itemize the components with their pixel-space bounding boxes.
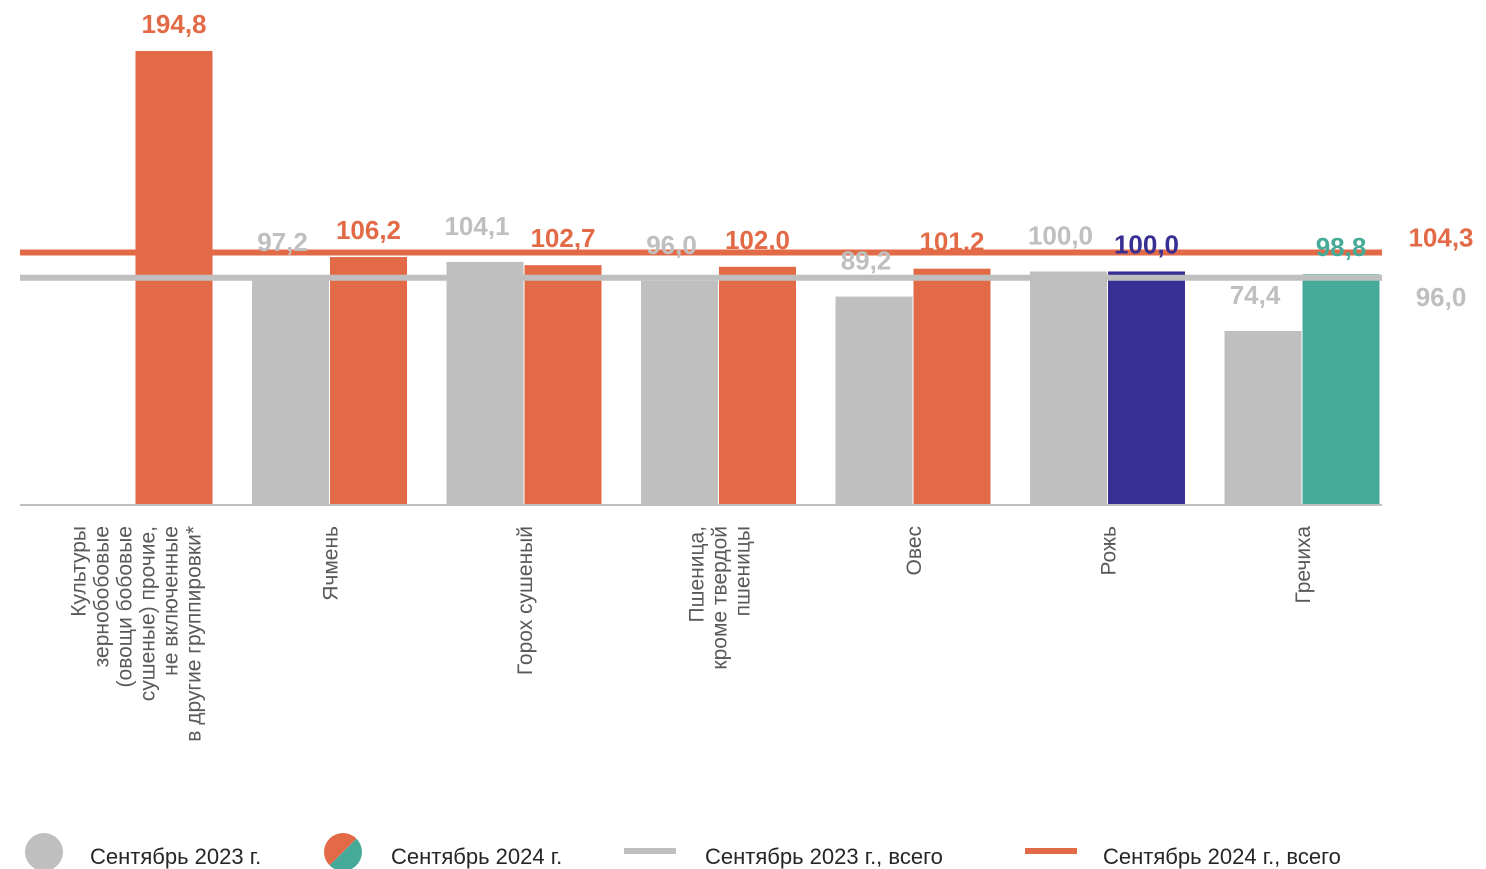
- data-label-2023-6: 74,4: [1230, 280, 1281, 310]
- data-label-2023-3: 96,0: [646, 230, 697, 260]
- legend-label-3: Сентябрь 2024 г., всего: [1103, 844, 1341, 869]
- legend-marker-half: [329, 838, 362, 869]
- legend-marker-0: [25, 833, 63, 869]
- data-label-2024-2: 102,7: [530, 223, 595, 253]
- bar-2024-4: [913, 268, 991, 504]
- data-label-2023-2: 104,1: [444, 211, 509, 241]
- bar-2023-3: [641, 280, 718, 504]
- category-label-line: (овощи бобовые: [114, 526, 137, 687]
- data-label-2024-5: 100,0: [1114, 229, 1179, 259]
- category-label-line: Гречиха: [1292, 526, 1315, 604]
- bar-2024-1: [330, 257, 407, 504]
- data-label-2023-4: 89,2: [841, 246, 892, 276]
- data-label-2024-0: 194,8: [141, 9, 206, 39]
- category-label-line: кроме твердой: [709, 526, 732, 670]
- reference-lines-layer: [20, 249, 1382, 281]
- bar-2023-4: [835, 296, 913, 504]
- category-label-4: Овес: [903, 526, 926, 575]
- data-label-2024-4: 101,2: [919, 227, 984, 257]
- bar-2024-3: [719, 266, 796, 504]
- category-label-line: Ячмень: [320, 526, 343, 601]
- data-label-2024-6: 98,8: [1316, 232, 1367, 262]
- category-label-line: Пшеница,: [686, 526, 709, 623]
- bar-2023-5: [1030, 271, 1107, 504]
- legend-marker-half: [323, 832, 357, 866]
- bar-2024-2: [524, 265, 602, 504]
- legend-label-1: Сентябрь 2024 г.: [391, 844, 562, 869]
- category-label-line: Рожь: [1098, 526, 1121, 576]
- category-label-line: не включенные: [160, 526, 183, 676]
- legend-label-0: Сентябрь 2023 г.: [90, 844, 261, 869]
- bar-2024-6: [1302, 274, 1380, 504]
- category-label-line: Горох сушеный: [514, 526, 537, 675]
- bars-layer: [135, 51, 1380, 504]
- category-label-5: Рожь: [1098, 526, 1121, 576]
- category-label-line: Овес: [903, 526, 926, 575]
- category-label-line: пшеницы: [732, 526, 755, 616]
- legend-label-2: Сентябрь 2023 г., всего: [705, 844, 943, 869]
- category-label-line: в другие группировки*: [183, 526, 206, 742]
- category-label-6: Гречиха: [1292, 526, 1315, 604]
- category-label-line: Культуры: [68, 526, 91, 617]
- bar-2023-2: [446, 261, 524, 504]
- category-label-3: Пшеница,кроме твердойпшеницы: [686, 526, 755, 670]
- category-label-line: сушеные) прочие,: [137, 526, 160, 701]
- reference-label-0: 96,0: [1416, 282, 1467, 312]
- bar-2024-5: [1108, 271, 1185, 504]
- category-label-0: Культурызернобобовые(овощи бобовыесушены…: [68, 526, 206, 742]
- data-label-2024-3: 102,0: [725, 225, 790, 255]
- legend: Сентябрь 2023 г. Сентябрь 2024 г. Сентябрь…: [25, 832, 1341, 869]
- category-label-1: Ячмень: [320, 526, 343, 601]
- data-label-2023-5: 100,0: [1028, 220, 1093, 250]
- category-label-2: Горох сушеный: [514, 526, 537, 675]
- data-label-2024-1: 106,2: [336, 215, 401, 245]
- data-label-2023-1: 97,2: [257, 227, 308, 257]
- category-labels-layer: Культурызернобобовые(овощи бобовыесушены…: [68, 526, 1316, 742]
- bar-2023-1: [252, 277, 329, 504]
- category-label-line: зернобобовые: [91, 526, 114, 667]
- reference-label-1: 104,3: [1408, 222, 1473, 252]
- bar-2023-6: [1224, 330, 1302, 504]
- legend-marker-1: [323, 832, 362, 869]
- data-labels-layer: 194,8 97,2 106,2 104,1 102,7 96,0 102,0 89,2 101…: [141, 9, 1473, 312]
